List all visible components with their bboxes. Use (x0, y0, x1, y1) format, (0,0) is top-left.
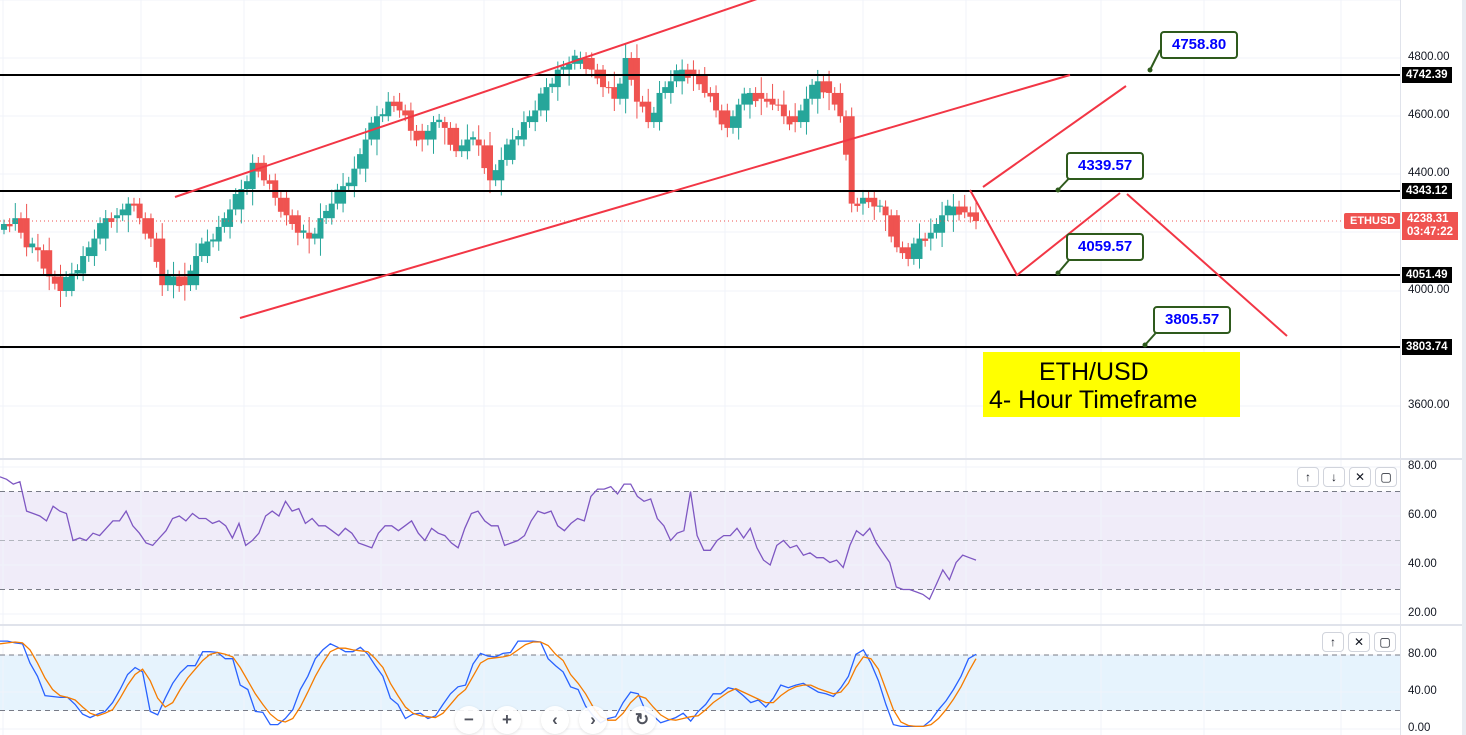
axis-tick-label: 4600.00 (1408, 109, 1450, 121)
rsi-line-chart (0, 460, 1400, 624)
axis-tick-label: 4800.00 (1408, 51, 1450, 63)
rsi-pane-controls: ↑ ↓ ✕ ▢ (1297, 467, 1397, 487)
last-price-tag: 4238.31 03:47:22 (1402, 212, 1459, 240)
candlestick-chart[interactable] (0, 0, 1400, 458)
maximize-icon: ▢ (1379, 635, 1391, 649)
symbol-tag: ETHUSD (1344, 213, 1402, 229)
level-price-tag: 4343.12 (1402, 183, 1452, 199)
level-price-tag: 4742.39 (1402, 67, 1452, 83)
move-pane-up-button[interactable]: ↑ (1297, 467, 1319, 487)
stoch-pane-controls: ↑ ✕ ▢ (1322, 632, 1396, 652)
chevron-right-icon: › (590, 710, 596, 729)
axis-tick-label: 0.00 (1408, 722, 1431, 734)
move-pane-down-button[interactable]: ↓ (1323, 467, 1345, 487)
rsi-pane[interactable]: ↑ ↓ ✕ ▢ (0, 460, 1400, 624)
stochastic-line-chart (0, 626, 1400, 735)
pane-separator[interactable] (0, 458, 1462, 460)
move-pane-up-button[interactable]: ↑ (1322, 632, 1344, 652)
axis-tick-label: 3600.00 (1408, 399, 1450, 411)
chart-title-symbol: ETH/USD (1039, 358, 1149, 386)
chart-title-timeframe: 4- Hour Timeframe (989, 386, 1198, 414)
arrow-up-icon: ↑ (1305, 470, 1311, 484)
reset-chart-button[interactable]: ↻ (628, 706, 656, 734)
axis-tick-label: 80.00 (1408, 648, 1437, 660)
chart-title-box: ETH/USD 4- Hour Timeframe (983, 352, 1240, 417)
close-pane-button[interactable]: ✕ (1349, 467, 1371, 487)
price-axis[interactable]: 4800.00 4600.00 4400.00 4000.00 3600.00 4742.… (1400, 0, 1463, 458)
stochastic-axis[interactable]: 80.00 40.00 0.00 (1400, 626, 1463, 735)
maximize-pane-button[interactable]: ▢ (1374, 632, 1396, 652)
close-icon: ✕ (1353, 635, 1365, 649)
axis-tick-label: 20.00 (1408, 607, 1437, 619)
axis-tick-label: 40.00 (1408, 685, 1437, 697)
price-chart-pane[interactable]: ETHUSD (0, 0, 1402, 458)
axis-tick-label: 4400.00 (1408, 167, 1450, 179)
price-callout[interactable]: 4339.57 (1066, 152, 1145, 180)
stochastic-pane[interactable]: ↑ ✕ ▢ (0, 626, 1400, 735)
minus-icon: − (464, 710, 474, 729)
close-pane-button[interactable]: ✕ (1348, 632, 1370, 652)
right-toolbar-edge (1462, 0, 1466, 735)
scroll-right-button[interactable]: › (579, 706, 607, 734)
axis-tick-label: 4000.00 (1408, 284, 1450, 296)
axis-tick-label: 80.00 (1408, 460, 1437, 472)
level-price-tag: 3803.74 (1402, 339, 1452, 355)
rsi-axis[interactable]: 80.00 60.00 40.00 20.00 (1400, 460, 1463, 624)
price-callout[interactable]: 4059.57 (1066, 233, 1145, 261)
chevron-left-icon: ‹ (552, 710, 558, 729)
scroll-left-button[interactable]: ‹ (541, 706, 569, 734)
zoom-in-button[interactable]: + (493, 706, 521, 734)
reset-icon: ↻ (634, 710, 650, 729)
close-icon: ✕ (1354, 470, 1366, 484)
arrow-down-icon: ↓ (1331, 470, 1337, 484)
plus-icon: + (502, 710, 512, 729)
pane-separator[interactable] (0, 624, 1462, 626)
price-callout[interactable]: 3805.57 (1153, 306, 1232, 334)
price-callout[interactable]: 4758.80 (1160, 31, 1239, 59)
maximize-pane-button[interactable]: ▢ (1375, 467, 1397, 487)
axis-tick-label: 40.00 (1408, 558, 1437, 570)
axis-tick-label: 60.00 (1408, 509, 1437, 521)
maximize-icon: ▢ (1380, 470, 1392, 484)
zoom-out-button[interactable]: − (455, 706, 483, 734)
level-price-tag: 4051.49 (1402, 267, 1452, 283)
arrow-up-icon: ↑ (1330, 635, 1336, 649)
